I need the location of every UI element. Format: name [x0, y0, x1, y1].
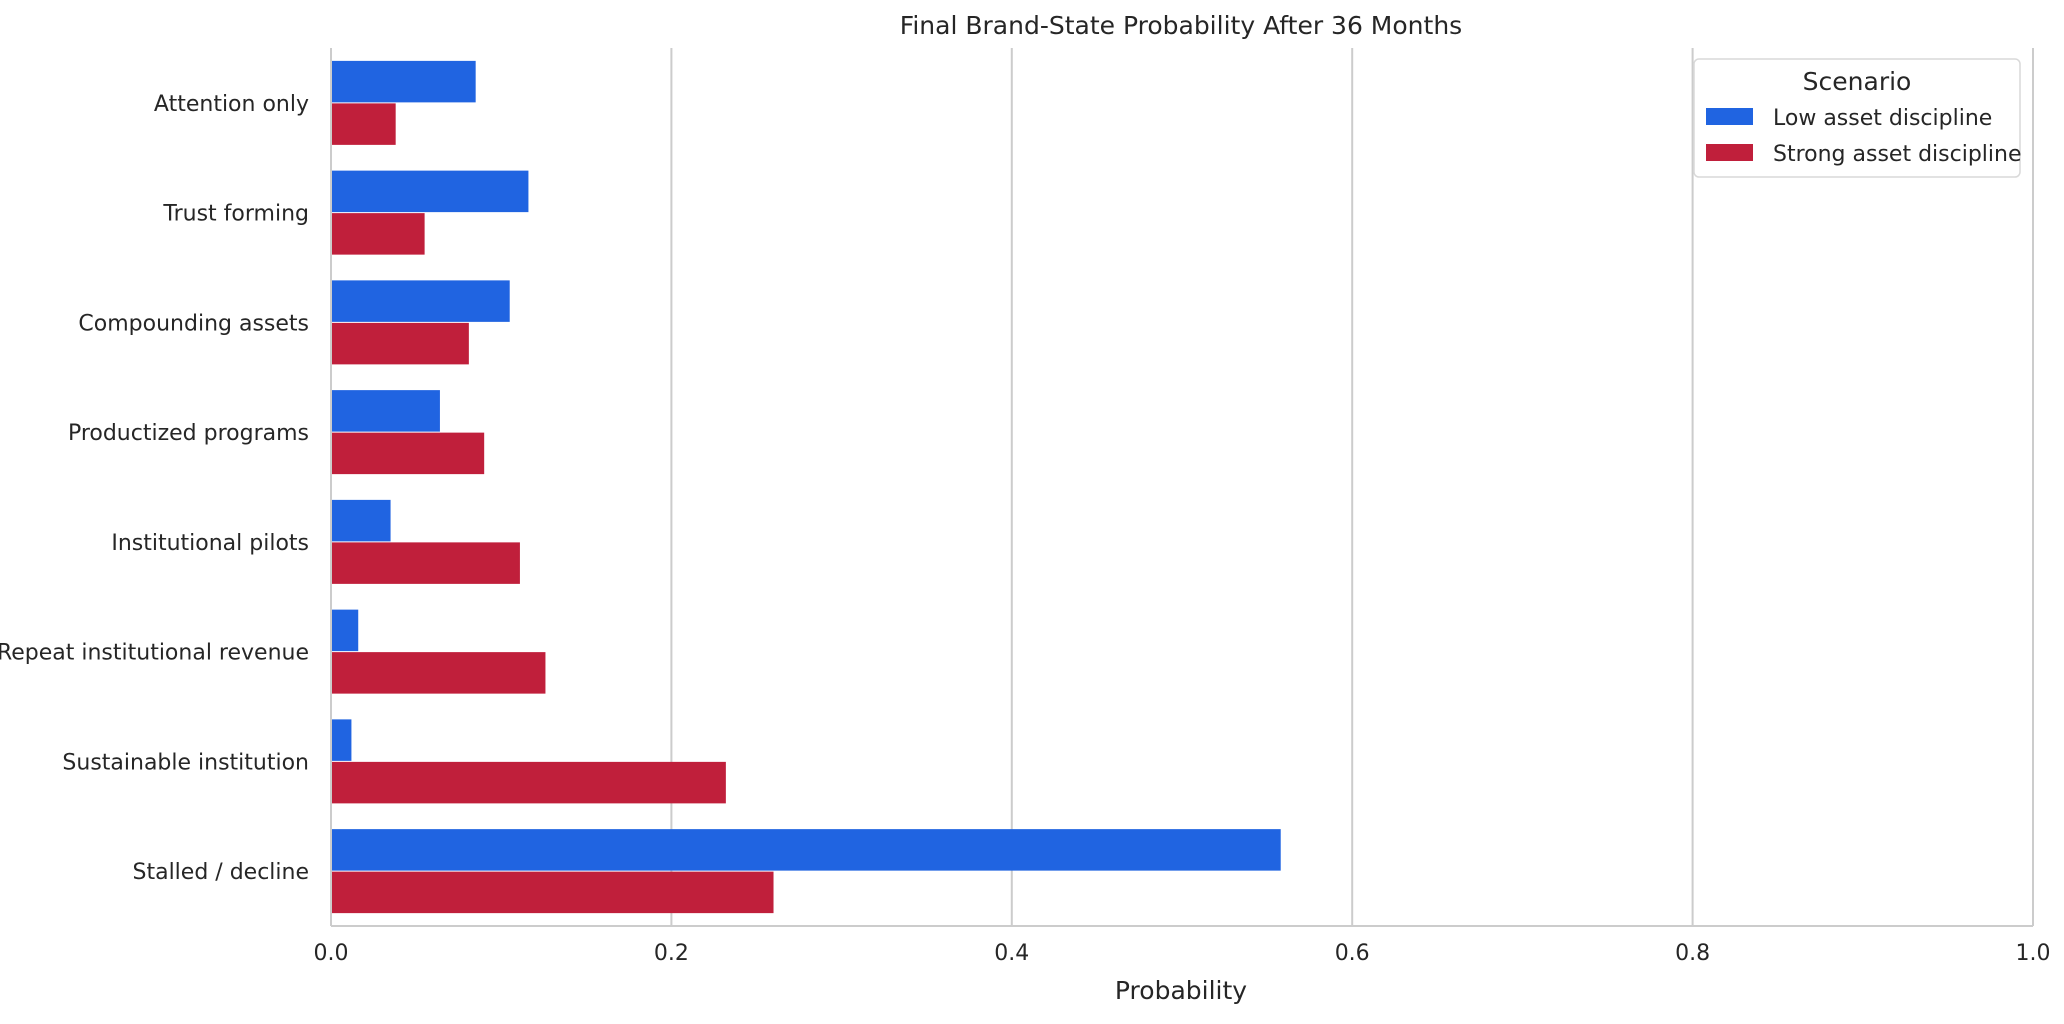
- x-tick-label: 1.0: [2016, 941, 2051, 966]
- legend-title: Scenario: [1803, 67, 1912, 96]
- bar-low-discipline: [331, 499, 391, 542]
- category-labels: Attention only Trust forming Compounding a…: [0, 92, 309, 885]
- x-tick-label: 0.2: [654, 941, 689, 966]
- legend: Scenario Low asset discipline Strong asse…: [1693, 58, 2022, 178]
- bar-strong-discipline: [331, 213, 425, 255]
- bar-strong-discipline: [331, 871, 774, 914]
- bar-low-discipline: [331, 280, 510, 322]
- legend-frame: [1693, 58, 2021, 178]
- bar-low-discipline: [331, 719, 352, 761]
- bar-low-discipline: [331, 60, 476, 103]
- legend-items: Low asset discipline Strong asset discipl…: [1706, 106, 2022, 167]
- category-label: Attention only: [154, 92, 309, 117]
- category-label: Repeat institutional revenue: [0, 641, 309, 666]
- x-tick-label: 0.4: [994, 941, 1029, 966]
- bar-strong-discipline: [331, 103, 396, 145]
- legend-label: Strong asset discipline: [1773, 142, 2022, 167]
- x-tick-label: 0.0: [314, 941, 349, 966]
- bar-low-discipline: [331, 829, 1281, 871]
- bar-strong-discipline: [331, 652, 546, 694]
- x-tick-label: 0.8: [1675, 941, 1710, 966]
- bar-low-discipline: [331, 609, 359, 652]
- x-tick-label: 0.6: [1335, 941, 1370, 966]
- bar-strong-discipline: [331, 542, 520, 584]
- bar-strong-discipline: [331, 432, 485, 475]
- bar-strong-discipline: [331, 761, 726, 804]
- bars: [331, 60, 1281, 914]
- bar-low-discipline: [331, 170, 529, 213]
- legend-swatch: [1706, 144, 1753, 161]
- category-label: Productized programs: [68, 421, 309, 446]
- bar-low-discipline: [331, 390, 440, 432]
- chart-title: Final Brand-State Probability After 36 M…: [900, 11, 1462, 40]
- legend-label: Low asset discipline: [1773, 106, 1992, 131]
- axes: [330, 48, 2033, 927]
- category-label: Sustainable institution: [62, 750, 309, 775]
- gridlines: [670, 48, 2034, 926]
- category-label: Compounding assets: [78, 311, 309, 336]
- category-label: Trust forming: [162, 202, 309, 227]
- category-label: Institutional pilots: [111, 531, 309, 556]
- x-tick-labels: 0.0 0.2 0.4 0.6 0.8 1.0: [314, 941, 2051, 966]
- x-axis-label: Probability: [1115, 976, 1247, 1005]
- bar-strong-discipline: [331, 322, 469, 365]
- legend-swatch: [1706, 108, 1753, 125]
- category-label: Stalled / decline: [133, 860, 310, 885]
